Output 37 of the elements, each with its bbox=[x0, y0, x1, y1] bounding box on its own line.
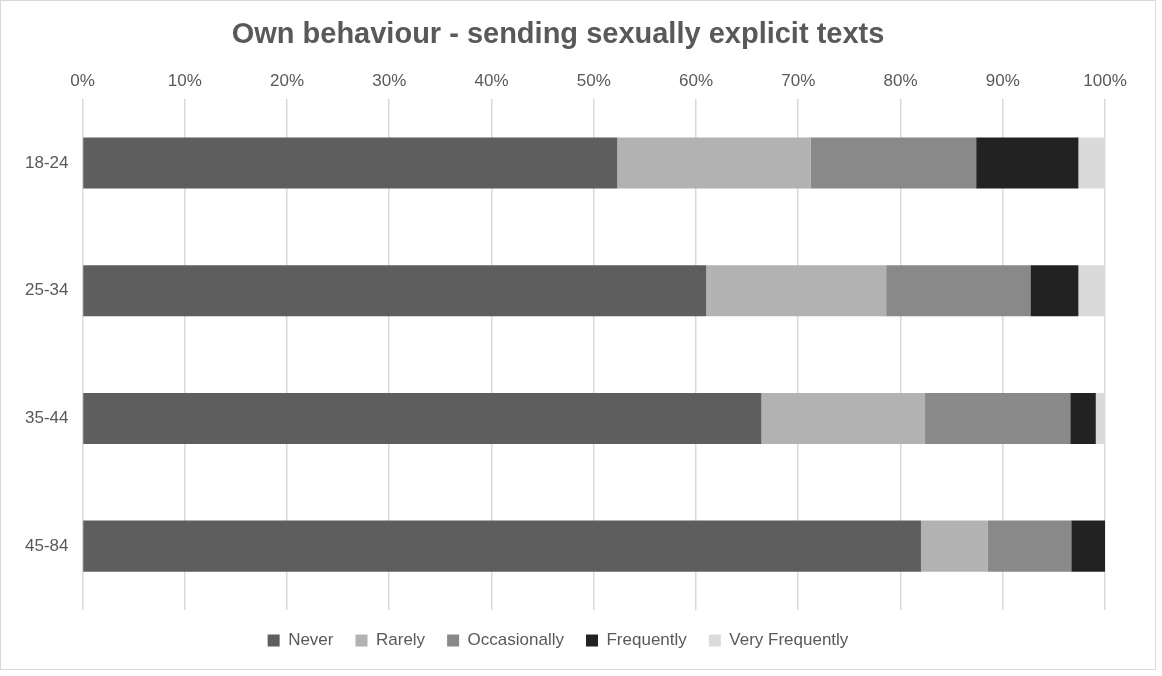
bar bbox=[706, 265, 887, 317]
bar bbox=[83, 265, 707, 317]
x-tick-label: 30% bbox=[372, 70, 407, 90]
legend-label: Frequently bbox=[606, 630, 688, 650]
bar bbox=[1030, 265, 1079, 317]
bar bbox=[810, 137, 977, 189]
y-tick-label: 18-24 bbox=[25, 152, 69, 172]
bar bbox=[83, 392, 762, 444]
bar bbox=[987, 520, 1072, 572]
bar bbox=[1070, 392, 1096, 444]
x-tick-label: 0% bbox=[70, 70, 95, 90]
bar bbox=[920, 520, 988, 572]
bar bbox=[976, 137, 1079, 189]
legend-label: Occasionally bbox=[467, 630, 565, 650]
bar bbox=[761, 392, 926, 444]
bar bbox=[886, 265, 1031, 317]
x-tick-label: 80% bbox=[883, 70, 918, 90]
y-tick-label: 25-34 bbox=[25, 280, 69, 300]
x-tick-label: 10% bbox=[167, 70, 202, 90]
legend-label: Very Frequently bbox=[729, 630, 849, 650]
y-tick-label: 45-84 bbox=[25, 535, 69, 555]
x-tick-label: 50% bbox=[576, 70, 611, 90]
chart-title: Own behaviour - sending sexually explicit texts bbox=[231, 17, 885, 50]
x-tick-label: 20% bbox=[269, 70, 304, 90]
bar bbox=[83, 137, 618, 189]
x-tick-label: 100% bbox=[1083, 70, 1127, 90]
bar bbox=[617, 137, 811, 189]
bar bbox=[1071, 520, 1105, 572]
bar bbox=[83, 520, 921, 572]
x-tick-label: 70% bbox=[781, 70, 816, 90]
bar bbox=[925, 392, 1071, 444]
x-tick-label: 40% bbox=[474, 70, 509, 90]
legend-label: Rarely bbox=[375, 630, 426, 650]
y-tick-label: 35-44 bbox=[25, 408, 69, 428]
x-tick-label: 90% bbox=[985, 70, 1020, 90]
x-tick-label: 60% bbox=[678, 70, 714, 90]
legend-label: Never bbox=[288, 630, 334, 650]
